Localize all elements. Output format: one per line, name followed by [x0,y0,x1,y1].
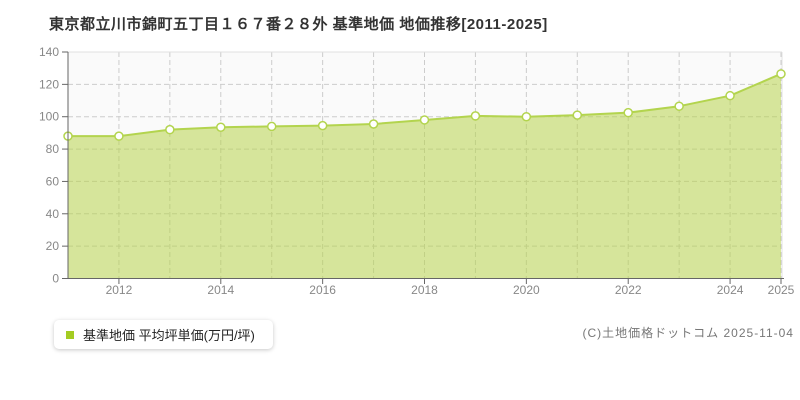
data-point [368,119,379,129]
data-point [674,101,684,111]
copyright-text: (C)土地価格ドットコム 2025-11-04 [582,326,794,340]
data-point [266,121,277,132]
series-area [68,73,781,279]
y-tick-label: 120 [39,77,59,91]
data-point [165,124,175,135]
y-tick-label: 100 [39,110,59,124]
x-tick-label: 2020 [513,283,540,297]
legend-label: 基準地価 平均坪単価(万円/坪) [83,328,255,343]
data-point [725,90,735,101]
price-trend-chart: 0 20 40 60 80 100 120 140 2012 2014 2016 2018 2020 20… [39,45,795,297]
y-tick-label: 40 [46,207,60,221]
data-point [114,131,124,141]
y-tick-label: 60 [46,174,60,188]
data-point [776,69,786,79]
x-tick-label: 2022 [615,283,642,297]
data-point [317,120,328,131]
y-tick-label: 80 [46,142,60,156]
x-tick-label: 2016 [309,283,336,297]
data-point [521,111,532,122]
data-point [216,122,226,132]
data-point [623,107,633,118]
data-point [470,111,481,121]
x-tick-label: 2014 [207,283,234,297]
x-tick-label: 2024 [717,283,744,297]
y-tick-label: 140 [39,45,59,59]
x-tick-label: 2025 [768,283,795,297]
data-point [572,110,583,120]
x-tick-label: 2012 [106,283,133,297]
y-tick-label: 0 [52,272,59,286]
y-tick-label: 20 [46,239,60,253]
x-tick-label: 2018 [411,283,438,297]
page-title: 東京都立川市錦町五丁目１６７番２８外 基準地価 地価推移[2011-2025] [49,16,548,33]
legend-marker-icon [66,330,74,339]
data-point [419,115,430,125]
legend: 基準地価 平均坪単価(万円/坪) [54,320,273,349]
